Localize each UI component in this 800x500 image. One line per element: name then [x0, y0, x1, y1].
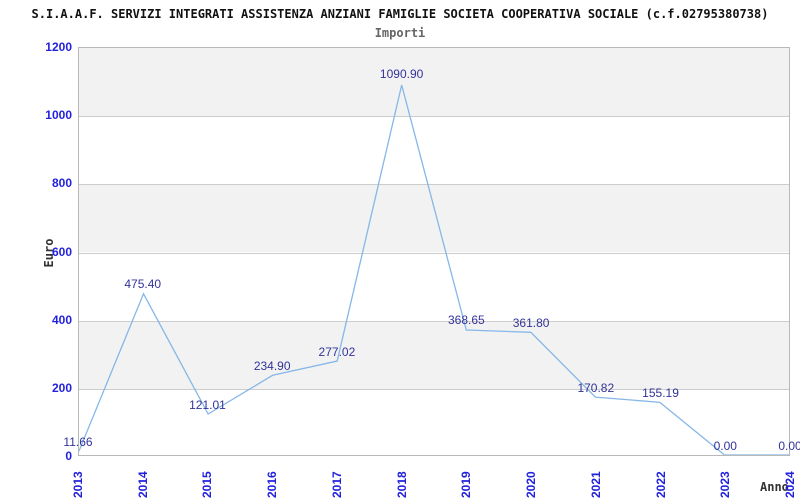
data-line [79, 84, 789, 455]
x-tick-label: 2016 [265, 471, 280, 498]
plot-band [79, 320, 789, 389]
data-point-label: 475.40 [124, 276, 162, 291]
y-tick-label: 600 [51, 244, 72, 259]
data-point-label: 234.90 [253, 358, 291, 373]
plot-area [78, 47, 790, 456]
x-tick-label: 2024 [783, 471, 797, 498]
x-tick-label: 2013 [71, 471, 85, 498]
y-tick-label: 200 [51, 380, 72, 395]
data-point-label: 155.19 [642, 386, 679, 401]
x-tick-label: 2017 [329, 471, 344, 498]
x-tick-label: 2015 [200, 471, 215, 498]
x-tick-label: 2018 [394, 471, 409, 498]
data-point-label: 121.01 [189, 397, 226, 412]
data-point-label: 368.65 [448, 313, 485, 328]
gridline [79, 252, 789, 254]
plot-band [79, 48, 789, 117]
line-chart-canvas [79, 84, 789, 455]
x-tick-label: 2022 [653, 471, 668, 498]
y-tick-label: 0 [65, 449, 72, 463]
y-tick-label: 1000 [45, 108, 72, 123]
gridline [79, 184, 789, 186]
gridline [79, 116, 789, 118]
y-tick-label: 800 [51, 176, 72, 191]
data-point-label: 11.66 [63, 435, 93, 450]
data-point-label: 277.02 [318, 344, 356, 359]
data-point-label: 0.00 [713, 439, 737, 453]
gridline [79, 320, 789, 322]
gridline [79, 388, 789, 390]
data-point-label: 170.82 [577, 380, 615, 395]
plot-band [79, 184, 789, 253]
chart-title: S.I.A.A.F. SERVIZI INTEGRATI ASSISTENZA … [31, 7, 769, 21]
data-point-label: 0.00 [778, 439, 800, 453]
x-axis-title: Anno [760, 480, 789, 494]
y-tick-label: 1200 [45, 40, 72, 54]
x-tick-label: 2020 [524, 471, 539, 498]
x-tick-label: 2019 [459, 471, 474, 498]
data-point-label: 1090.90 [379, 67, 424, 82]
x-tick-label: 2023 [718, 471, 733, 498]
y-tick-label: 400 [51, 312, 72, 327]
chart-subtitle: Importi [374, 26, 426, 40]
x-tick-label: 2014 [135, 471, 150, 498]
data-point-label: 361.80 [512, 315, 550, 330]
x-tick-label: 2021 [588, 471, 603, 498]
